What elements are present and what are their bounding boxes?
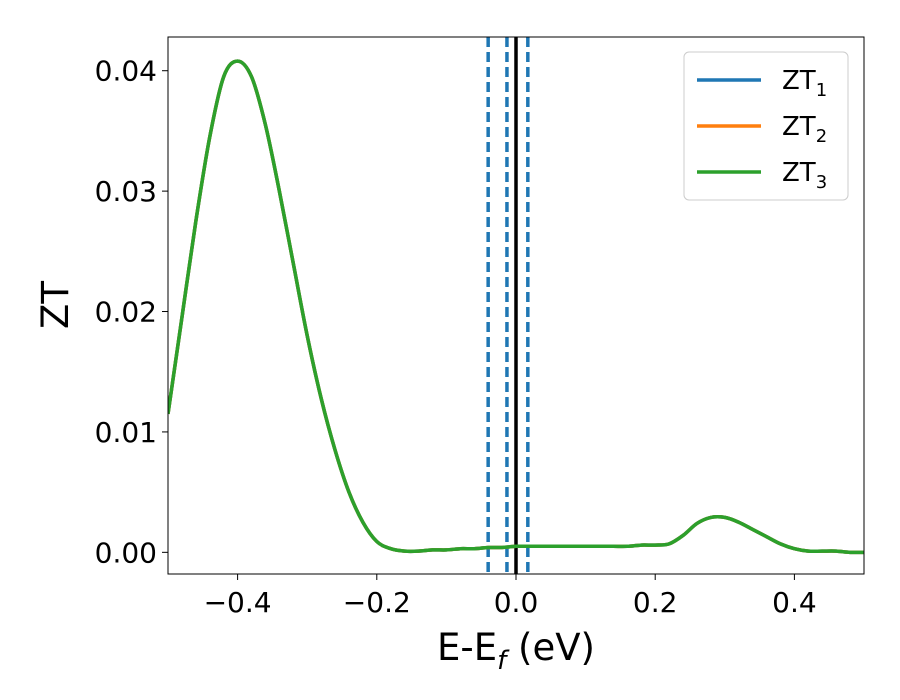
- y-tick-label: 0.01: [95, 416, 157, 449]
- x-tick-label: 0.2: [633, 586, 678, 619]
- x-tick-label: −0.4: [204, 586, 272, 619]
- y-tick-label: 0.03: [95, 175, 157, 208]
- series-lines: [168, 59, 864, 555]
- x-axis-ticks: −0.4 −0.2 0.0 0.2 0.4: [204, 574, 817, 619]
- legend: ZT1 ZT2 ZT3: [683, 51, 849, 201]
- series-line-zt3: [168, 59, 864, 555]
- reference-lines: [486, 37, 530, 574]
- y-tick-label: 0.00: [95, 536, 157, 569]
- legend-label-zt1: ZT1: [782, 66, 827, 101]
- y-tick-label: 0.04: [95, 55, 157, 88]
- y-axis-ticks: 0.00 0.01 0.02 0.03 0.04: [95, 55, 168, 569]
- x-tick-label: 0.0: [494, 586, 539, 619]
- legend-box: [683, 51, 849, 201]
- legend-label-zt3: ZT3: [782, 158, 827, 193]
- legend-label-zt2: ZT2: [782, 112, 827, 147]
- y-axis-label: ZT: [34, 281, 77, 329]
- x-tick-label: 0.4: [772, 586, 817, 619]
- x-axis-label: E-Ef (eV): [437, 626, 595, 676]
- x-tick-label: −0.2: [343, 586, 411, 619]
- y-tick-label: 0.02: [95, 296, 157, 329]
